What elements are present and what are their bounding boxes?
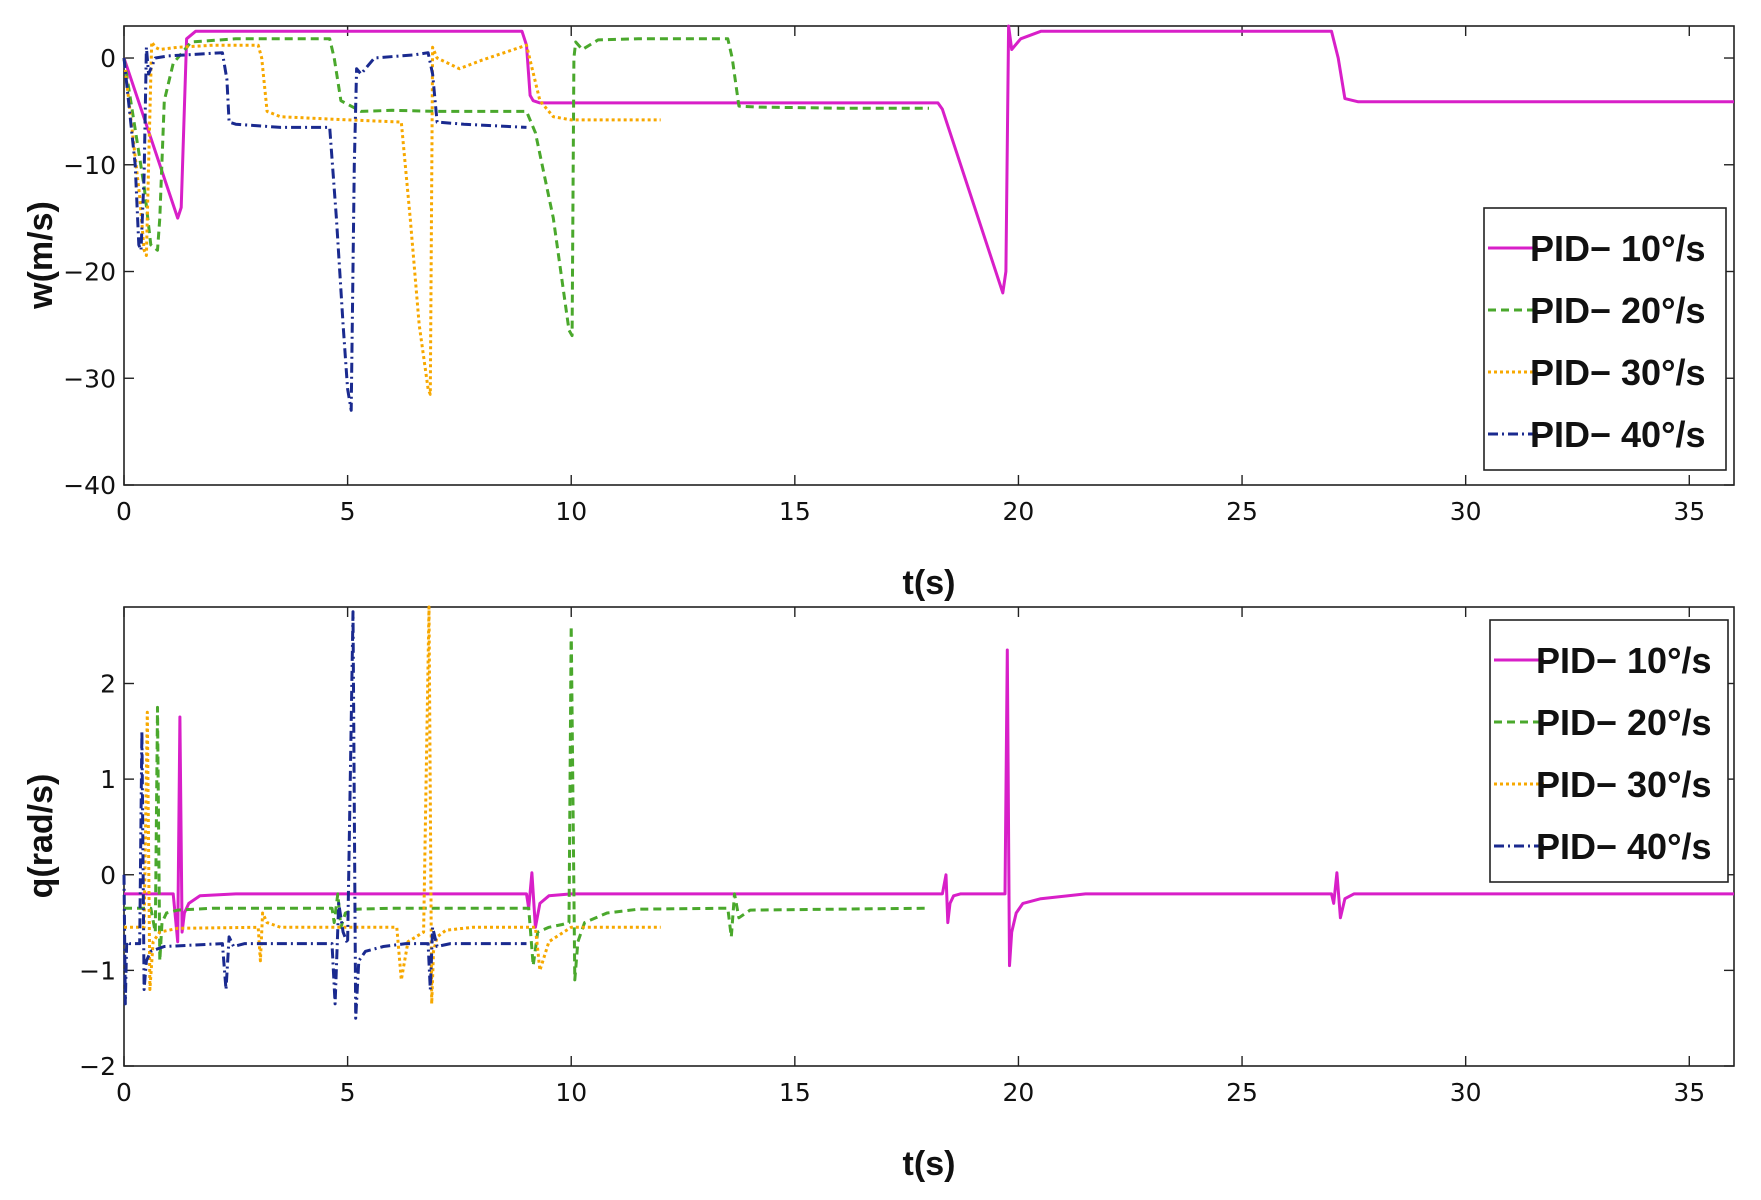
w-plot-frame (123, 25, 1735, 486)
w-xtick-label: 35 (1673, 497, 1705, 526)
w-xtick-label: 0 (116, 497, 132, 526)
w-xtick-label: 10 (555, 497, 587, 526)
q-xlabel: t(s) (903, 1145, 956, 1183)
w-xtick-label: 30 (1450, 497, 1482, 526)
w-xtick-label: 5 (340, 497, 356, 526)
w-subplot: 0 5 10 15 20 25 30 350−10−20−30−40 t(s) w(m/s) … (22, 24, 1735, 602)
q-xtick-label: 25 (1226, 1078, 1258, 1107)
w-axes-ticks: 0 5 10 15 20 25 30 35 0 −10 −20 −30 −40 (63, 26, 1734, 526)
w-legend-label: PID− 40°/s (1530, 414, 1706, 455)
q-legend-label: PID− 10°/s (1536, 640, 1712, 681)
q-ytick-label: 2 (100, 670, 116, 699)
q-series-pid10 (124, 648, 1734, 968)
w-legend-label: PID− 30°/s (1530, 352, 1706, 393)
q-legend-label: PID− 30°/s (1536, 764, 1712, 805)
q-xtick-label: 0 (116, 1078, 132, 1107)
w-ytick-label: 0 (100, 44, 116, 73)
q-series-lines (122, 605, 1734, 1020)
w-xlabel: t(s) (903, 564, 956, 602)
q-ytick-label: 1 (100, 765, 116, 794)
q-xtick-label: 35 (1673, 1078, 1705, 1107)
q-xtick-label: 20 (1003, 1078, 1035, 1107)
w-series-pid30 (122, 40, 661, 396)
q-plot-frame (123, 606, 1735, 1067)
q-ytick-label: −1 (79, 956, 116, 985)
q-ylabel: q(rad/s) (22, 774, 60, 899)
w-ytick-label: −40 (63, 471, 116, 500)
w-legend-box (1483, 207, 1727, 471)
q-legend-label: PID− 40°/s (1536, 826, 1712, 867)
q-series-pid20 (124, 624, 930, 982)
q-xtick-label: 15 (779, 1078, 811, 1107)
q-xtick-label: 10 (555, 1078, 587, 1107)
w-ylabel: w(m/s) (22, 201, 60, 310)
w-legend-label: PID− 10°/s (1530, 228, 1706, 269)
w-series-pid20 (122, 37, 929, 338)
q-series-pid40 (122, 610, 527, 1020)
q-legend-box (1489, 619, 1729, 883)
w-ytick-label: −10 (63, 151, 116, 180)
w-series-lines (122, 24, 1734, 412)
w-series-pid10 (122, 24, 1734, 295)
q-legend: PID− 10°/s PID− 20°/s PID− 30°/s PID− 40°/s (1489, 619, 1729, 883)
w-ytick-label: −30 (63, 364, 116, 393)
q-xtick-label: 30 (1450, 1078, 1482, 1107)
w-xtick-label: 25 (1226, 497, 1258, 526)
q-ytick-label: 0 (100, 861, 116, 890)
w-ytick-label: −20 (63, 258, 116, 287)
q-legend-label: PID− 20°/s (1536, 702, 1712, 743)
q-ytick-label: −2 (79, 1052, 116, 1081)
w-xtick-label: 20 (1003, 497, 1035, 526)
w-legend: PID− 10°/s PID− 20°/s PID− 30°/s PID− 40°/s (1483, 207, 1727, 471)
q-xtick-label: 5 (340, 1078, 356, 1107)
w-xtick-label: 15 (779, 497, 811, 526)
w-legend-label: PID− 20°/s (1530, 290, 1706, 331)
